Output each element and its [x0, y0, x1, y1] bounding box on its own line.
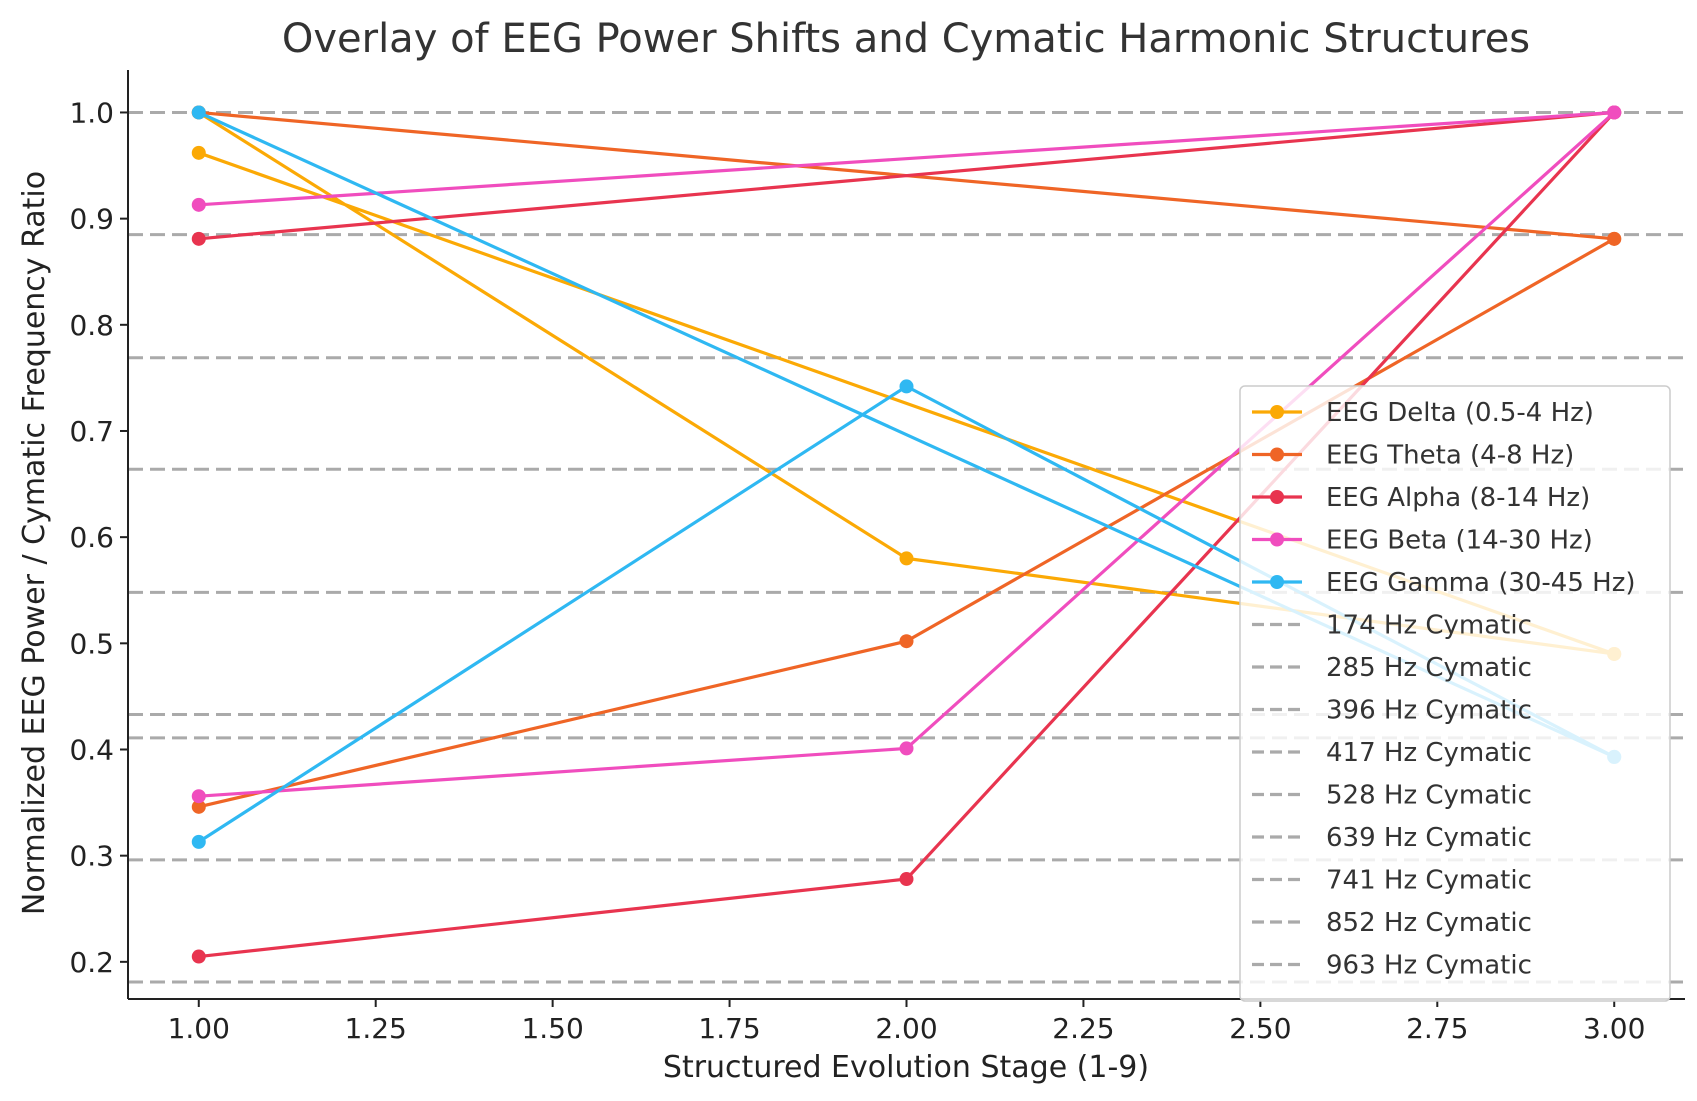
x-tick-label: 1.50 — [521, 1012, 583, 1045]
x-tick-label: 1.00 — [168, 1012, 230, 1045]
legend-label: 741 Hz Cymatic — [1326, 866, 1532, 896]
legend-label: 639 Hz Cymatic — [1326, 823, 1532, 853]
legend-marker — [1270, 575, 1284, 589]
legend-label: 396 Hz Cymatic — [1326, 696, 1532, 726]
legend: EEG Delta (0.5-4 Hz) EEG Theta (4-8 Hz) EE… — [1239, 385, 1671, 1002]
data-point — [191, 145, 206, 160]
legend-label: EEG Beta (14-30 Hz) — [1326, 526, 1593, 556]
x-tick-label: 2.50 — [1229, 1012, 1291, 1045]
data-point — [899, 551, 914, 566]
x-tick-label: 2.00 — [875, 1012, 937, 1045]
legend-label: EEG Theta (4-8 Hz) — [1326, 441, 1574, 471]
legend-label: 285 Hz Cymatic — [1326, 653, 1532, 683]
legend-marker — [1270, 490, 1284, 504]
legend-label: EEG Delta (0.5-4 Hz) — [1326, 398, 1594, 428]
y-tick-label: 0.6 — [69, 521, 114, 554]
data-point — [899, 872, 914, 887]
y-tick-label: 0.5 — [69, 627, 114, 660]
x-tick-label: 3.00 — [1583, 1012, 1645, 1045]
data-point — [191, 197, 206, 212]
data-point — [191, 799, 206, 814]
x-tick-label: 2.75 — [1406, 1012, 1468, 1045]
legend-marker — [1270, 532, 1284, 547]
x-tick-label: 1.25 — [345, 1012, 407, 1045]
data-point — [191, 231, 206, 246]
data-point — [191, 105, 206, 120]
data-point — [899, 379, 914, 394]
legend-label: 528 Hz Cymatic — [1326, 781, 1532, 811]
legend-box — [1239, 385, 1671, 1002]
legend-label: 417 Hz Cymatic — [1326, 738, 1532, 768]
y-tick-label: 0.4 — [69, 733, 114, 766]
data-point — [191, 834, 206, 849]
chart-title: Overlay of EEG Power Shifts and Cymatic … — [282, 16, 1530, 62]
legend-label: 174 Hz Cymatic — [1326, 611, 1532, 641]
legend-label: EEG Alpha (8-14 Hz) — [1326, 483, 1590, 513]
axes: 1.00 1.25 1.50 1.75 2.00 2.25 2.50 2.75 3.00 0.2 0… — [69, 70, 1685, 1045]
data-point — [191, 789, 206, 804]
y-tick-label: 0.8 — [69, 309, 114, 342]
legend-label: EEG Gamma (30-45 Hz) — [1326, 568, 1636, 598]
y-tick-label: 0.7 — [69, 415, 114, 448]
data-point — [899, 634, 914, 649]
x-tick-label: 1.75 — [698, 1012, 760, 1045]
y-tick-label: 0.9 — [69, 203, 114, 236]
cymatic-reference-lines — [128, 110, 1685, 984]
data-point — [1607, 231, 1622, 246]
y-tick-label: 1.0 — [69, 96, 114, 129]
legend-marker — [1270, 405, 1284, 419]
x-tick-label: 2.25 — [1052, 1012, 1114, 1045]
legend-label: 963 Hz Cymatic — [1326, 951, 1532, 981]
legend-marker — [1270, 447, 1284, 462]
y-axis-label: Normalized EEG Power / Cymatic Frequency… — [17, 171, 52, 915]
y-tick-label: 0.2 — [69, 946, 114, 979]
x-axis-label: Structured Evolution Stage (1-9) — [663, 1050, 1149, 1085]
data-point — [1607, 105, 1622, 120]
legend-label: 852 Hz Cymatic — [1326, 908, 1532, 938]
data-point — [899, 741, 914, 756]
y-tick-label: 0.3 — [69, 840, 114, 873]
data-point — [191, 949, 206, 964]
